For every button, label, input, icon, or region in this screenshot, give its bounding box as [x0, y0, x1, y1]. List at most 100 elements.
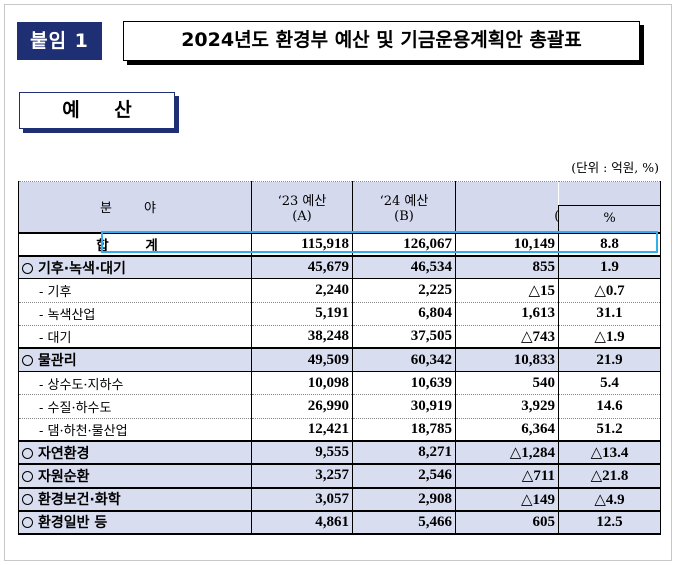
value-change: △743	[455, 324, 559, 349]
value-2023: 45,679	[251, 254, 353, 280]
value-pct: 12.5	[558, 509, 661, 535]
header-2023: ‘23 예산 (A)	[251, 181, 353, 233]
value-pct: △4.9	[558, 486, 661, 512]
subcategory-label: - 대기	[18, 324, 252, 349]
subcategory-row: - 수질·하수도 26,990 30,919 3,929 14.6	[18, 394, 661, 419]
value-2024: 30,919	[352, 394, 456, 419]
budget-summary-table: 분 야‘23 예산(A)‘24 예산(B)증 감(B-A)%합 계115,918…	[18, 181, 661, 535]
subcategory-row: - 기후 2,240 2,225 △15 △0.7	[18, 278, 661, 303]
category-label: 환경일반 등	[38, 515, 108, 532]
total-row: 합 계 115,918 126,067 10,149 8.8	[18, 231, 661, 257]
total-change: 10,149	[455, 231, 559, 257]
value-2024: 5,466	[352, 509, 456, 535]
value-2023: 10,098	[251, 371, 353, 396]
value-change: 6,364	[455, 417, 559, 442]
value-change: △1,284	[455, 440, 559, 465]
category-label: 기후·녹색·대기	[38, 260, 126, 277]
value-2023: 38,248	[251, 324, 353, 349]
total-2023: 115,918	[251, 231, 353, 257]
subcategory-label: - 기후	[18, 278, 252, 303]
header-change: 증 감(B-A)	[455, 181, 559, 233]
category-row: 물관리 49,509 60,342 10,833 21.9	[18, 347, 661, 373]
category-label-cell: 자연환경	[18, 440, 252, 465]
value-2024: 2,546	[352, 463, 456, 489]
header-change-spacer	[558, 181, 661, 206]
value-2023: 3,057	[251, 486, 353, 512]
value-pct: 51.2	[558, 417, 661, 442]
circle-bullet-icon	[22, 262, 33, 274]
value-pct: △13.4	[558, 440, 661, 465]
header-2024: ‘24 예산 (B)	[352, 181, 456, 233]
value-2024: 6,804	[352, 301, 456, 326]
circle-bullet-icon	[22, 470, 33, 482]
category-row: 환경보건·화학 3,057 2,908 △149 △4.9	[18, 486, 661, 512]
value-pct: 31.1	[558, 301, 661, 326]
value-2023: 26,990	[251, 394, 353, 419]
value-pct: 5.4	[558, 371, 661, 396]
header-field: 분 야	[18, 181, 252, 233]
category-label: 자연환경	[38, 445, 90, 462]
value-pct: △0.7	[558, 278, 661, 303]
header-2024-sub: (B)	[394, 208, 414, 224]
value-change: △15	[455, 278, 559, 303]
value-2023: 49,509	[251, 347, 353, 373]
value-2023: 3,257	[251, 463, 353, 489]
value-pct: 14.6	[558, 394, 661, 419]
category-label: 환경보건·화학	[38, 492, 121, 509]
value-2023: 4,861	[251, 509, 353, 535]
total-label: 합 계	[18, 231, 252, 257]
value-pct: 21.9	[558, 347, 661, 373]
category-row: 자연환경 9,555 8,271 △1,284 △13.4	[18, 440, 661, 465]
subcategory-row: - 댐·하천·물산업 12,421 18,785 6,364 51.2	[18, 417, 661, 442]
header-field-label: 분 야	[99, 201, 171, 217]
subcategory-row: - 녹색산업 5,191 6,804 1,613 31.1	[18, 301, 661, 326]
total-2024: 126,067	[352, 231, 456, 257]
value-2024: 2,225	[352, 278, 456, 303]
page-frame	[4, 4, 672, 561]
value-2024: 37,505	[352, 324, 456, 349]
header-2023-sub: (A)	[292, 208, 312, 224]
subcategory-row: - 대기 38,248 37,505 △743 △1.9	[18, 324, 661, 349]
value-2024: 10,639	[352, 371, 456, 396]
header-change-sub: (B-A)	[459, 209, 558, 224]
header-2024-label: ‘24 예산	[379, 193, 429, 209]
value-change: △711	[455, 463, 559, 489]
table-header-row-1: 분 야‘23 예산(A)‘24 예산(B)증 감(B-A)	[18, 181, 661, 233]
value-change: 605	[455, 509, 559, 535]
subcategory-label: - 댐·하천·물산업	[18, 417, 252, 442]
circle-bullet-icon	[22, 447, 33, 459]
value-pct: △21.8	[558, 463, 661, 489]
subcategory-label: - 녹색산업	[18, 301, 252, 326]
category-row: 자원순환 3,257 2,546 △711 △21.8	[18, 463, 661, 489]
value-2023: 5,191	[251, 301, 353, 326]
header-pct: %	[558, 205, 661, 233]
subcategory-label: - 상수도·지하수	[18, 371, 252, 396]
value-pct: △1.9	[558, 324, 661, 349]
value-2024: 8,271	[352, 440, 456, 465]
value-change: 3,929	[455, 394, 559, 419]
header-change-label: 증 감	[459, 190, 559, 209]
value-2024: 18,785	[352, 417, 456, 442]
category-row: 환경일반 등 4,861 5,466 605 12.5	[18, 509, 661, 535]
value-2024: 60,342	[352, 347, 456, 373]
section-heading: 예 산	[62, 99, 146, 121]
value-2023: 2,240	[251, 278, 353, 303]
value-change: 855	[455, 254, 559, 280]
header-2023-label: ‘23 예산	[277, 193, 327, 209]
category-row: 기후·녹색·대기 45,679 46,534 855 1.9	[18, 254, 661, 280]
section-heading-box: 예 산	[19, 92, 175, 129]
value-2024: 46,534	[352, 254, 456, 280]
attachment-badge: 붙임 1	[17, 22, 102, 60]
value-change: 1,613	[455, 301, 559, 326]
category-label-cell: 환경보건·화학	[18, 486, 252, 512]
subcategory-label: - 수질·하수도	[18, 394, 252, 419]
category-label-cell: 물관리	[18, 347, 252, 373]
category-label: 자원순환	[38, 468, 90, 485]
category-label-cell: 기후·녹색·대기	[18, 254, 252, 280]
subcategory-row: - 상수도·지하수 10,098 10,639 540 5.4	[18, 371, 661, 396]
title-box: 2024년도 환경부 예산 및 기금운용계획안 총괄표	[123, 21, 640, 61]
value-2023: 12,421	[251, 417, 353, 442]
value-2023: 9,555	[251, 440, 353, 465]
category-label-cell: 환경일반 등	[18, 509, 252, 535]
circle-bullet-icon	[22, 355, 33, 367]
